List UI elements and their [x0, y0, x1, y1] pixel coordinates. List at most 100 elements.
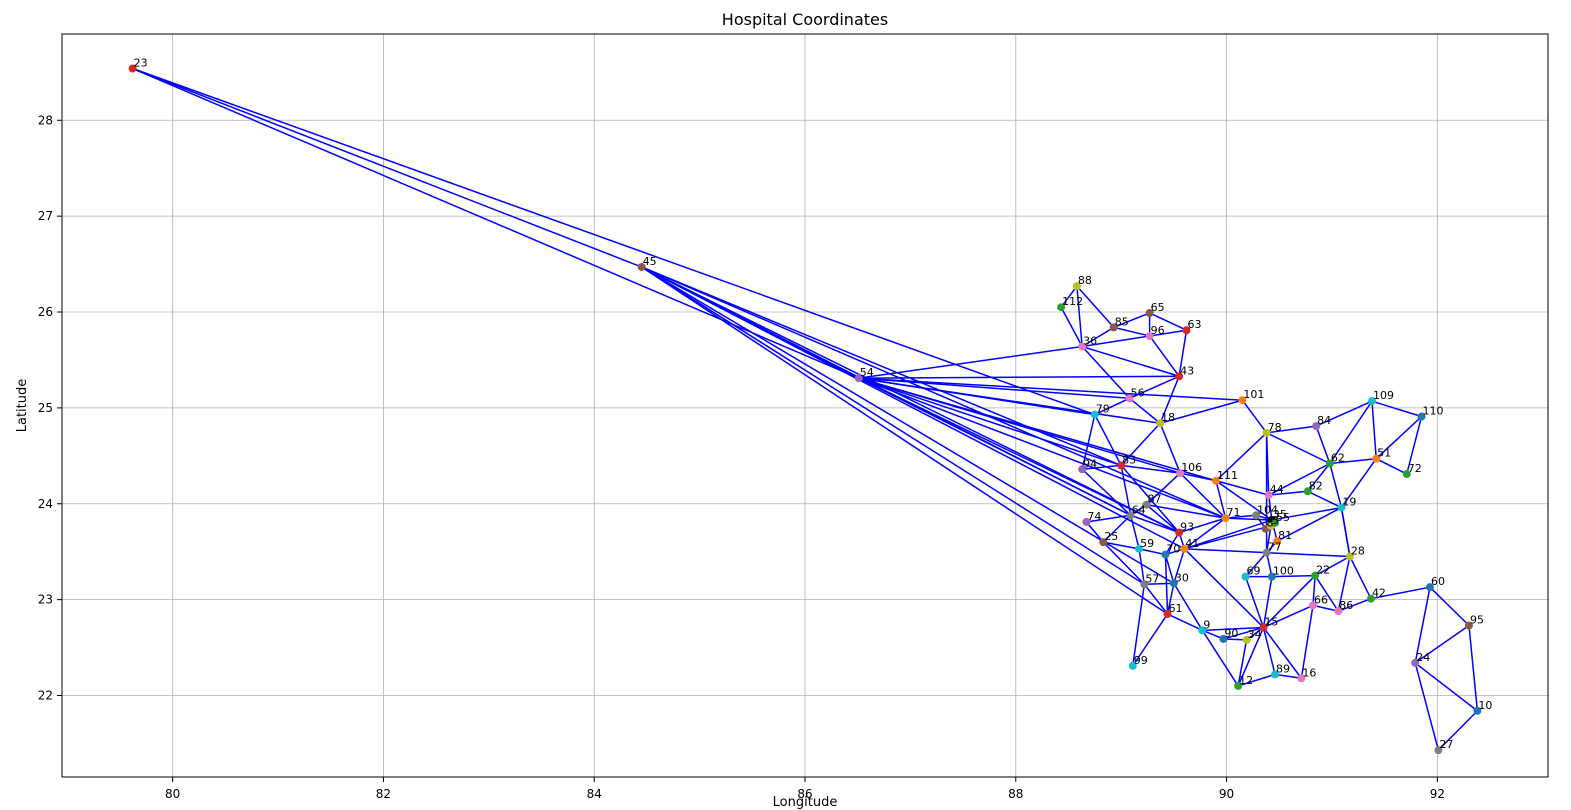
- edge-18-101: [1159, 399, 1243, 424]
- edge-82-19: [1307, 490, 1342, 509]
- point-label-101: 101: [1243, 388, 1264, 401]
- point-57: [1140, 580, 1149, 589]
- edge-111-44: [1215, 480, 1269, 496]
- point-86: [1334, 607, 1343, 616]
- edge-109-110: [1371, 400, 1422, 418]
- point-101: [1238, 396, 1247, 405]
- point-9: [1198, 626, 1207, 635]
- edge-82-44: [1268, 490, 1308, 496]
- point-15: [1259, 623, 1268, 632]
- x-tick-label: 80: [165, 787, 180, 801]
- point-42: [1366, 594, 1375, 603]
- point-84: [1312, 422, 1321, 431]
- point-106: [1176, 469, 1185, 478]
- point-78: [1262, 428, 1271, 437]
- edge-71-41: [1183, 517, 1226, 550]
- edge-59-57: [1138, 548, 1146, 585]
- edge-71-93: [1178, 517, 1226, 534]
- point-label-12: 12: [1239, 674, 1253, 687]
- point-label-19: 19: [1342, 496, 1356, 509]
- point-18: [1156, 419, 1165, 428]
- point-71: [1221, 514, 1230, 523]
- edge-54-93: [858, 377, 1180, 534]
- point-55: [1271, 518, 1280, 527]
- point-label-64: 64: [1132, 503, 1146, 516]
- point-label-70: 70: [1166, 543, 1180, 556]
- edge-100-15: [1262, 576, 1273, 628]
- edge-54-56: [858, 377, 1130, 400]
- point-label-74: 74: [1087, 510, 1101, 523]
- edge-96-36: [1082, 335, 1150, 348]
- edge-25-59: [1103, 541, 1140, 550]
- point-25: [1099, 538, 1108, 547]
- edge-87-93: [1145, 504, 1180, 534]
- edge-28-22: [1314, 555, 1351, 577]
- edge-41-35: [1184, 519, 1273, 550]
- point-100: [1267, 572, 1276, 581]
- edge-111-71: [1215, 480, 1227, 519]
- edge-62-82: [1307, 463, 1331, 492]
- point-label-111: 111: [1217, 469, 1238, 482]
- edge-109-84: [1315, 400, 1373, 427]
- edge-57-30: [1144, 582, 1174, 586]
- point-label-109: 109: [1373, 389, 1394, 402]
- point-label-8: 8: [1267, 517, 1274, 530]
- edge-85-36: [1081, 326, 1115, 348]
- point-24: [1411, 658, 1420, 667]
- point-65: [1145, 308, 1154, 317]
- edge-lines: [132, 67, 1479, 751]
- point-label-25: 25: [1104, 530, 1118, 543]
- point-label-55: 55: [1276, 511, 1290, 524]
- edge-36-43: [1081, 345, 1180, 377]
- grid-lines: [62, 34, 1548, 777]
- y-tick-label: 24: [38, 497, 53, 511]
- edge-87-71: [1146, 503, 1226, 519]
- point-label-3: 3: [1272, 514, 1279, 527]
- edge-88-36: [1076, 286, 1083, 347]
- point-64: [1126, 511, 1135, 520]
- y-tick-label: 28: [38, 113, 53, 127]
- point-60: [1425, 583, 1434, 592]
- edge-101-78: [1241, 399, 1268, 434]
- edge-79-83: [1094, 414, 1122, 466]
- point-12: [1234, 681, 1243, 690]
- edge-56-18: [1129, 397, 1161, 424]
- y-axis-label: Latitude: [15, 379, 30, 433]
- x-tick-label: 86: [797, 787, 812, 801]
- edge-77-28: [1266, 551, 1350, 558]
- point-label-43: 43: [1180, 364, 1194, 377]
- point-56: [1125, 394, 1134, 403]
- edge-24-10: [1414, 662, 1478, 712]
- point-27: [1434, 746, 1443, 755]
- edge-85-65: [1113, 312, 1150, 329]
- point-label-62: 62: [1331, 452, 1345, 465]
- x-tick-label: 92: [1430, 787, 1445, 801]
- edge-59-70: [1138, 548, 1166, 556]
- edge-78-84: [1266, 425, 1317, 434]
- edge-51-72: [1375, 458, 1408, 475]
- edge-96-63: [1149, 329, 1187, 337]
- point-label-93: 93: [1180, 521, 1194, 534]
- point-label-57: 57: [1145, 572, 1159, 585]
- edge-106-71: [1179, 472, 1227, 519]
- point-74: [1082, 517, 1091, 526]
- point-99: [1128, 661, 1137, 670]
- edge-66-15: [1263, 604, 1314, 629]
- edge-88-85: [1076, 285, 1115, 328]
- x-tick-label: 84: [587, 787, 602, 801]
- point-label-77: 77: [1268, 541, 1282, 554]
- edge-43-18: [1159, 375, 1180, 424]
- edge-110-72: [1406, 416, 1423, 475]
- point-69: [1241, 572, 1250, 581]
- edge-22-100: [1271, 574, 1316, 578]
- point-label-88: 88: [1078, 274, 1092, 287]
- point-label-79: 79: [1096, 403, 1110, 416]
- edge-70-30: [1164, 554, 1175, 584]
- edge-36-54: [858, 345, 1083, 379]
- point-label-82: 82: [1309, 479, 1323, 492]
- point-16: [1297, 674, 1306, 683]
- point-62: [1325, 459, 1334, 468]
- point-label-78: 78: [1268, 421, 1282, 434]
- point-34: [1242, 635, 1251, 644]
